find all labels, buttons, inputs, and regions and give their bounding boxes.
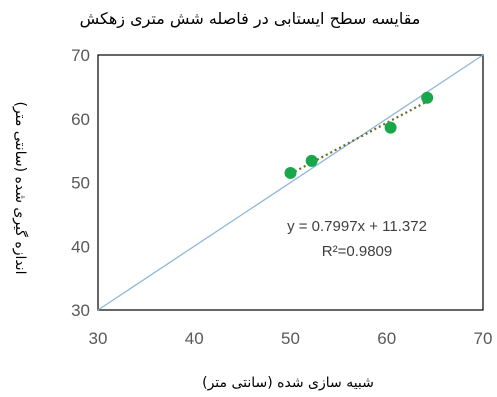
y-tick-label: 70 [71,46,90,65]
plot-frame [97,54,484,311]
x-tick-label: 30 [89,329,108,348]
y-axis-ticks: 30 40 50 60 70 [71,46,90,320]
r2-label: R²=0.9809 [322,243,392,260]
y-axis-label: اندازه گیری شده (سانتی متر) [12,101,29,274]
data-point [284,166,297,179]
x-tick-label: 70 [474,329,493,348]
data-point [421,91,434,104]
chart-title: مقایسه سطح ایستابی در فاصله شش متری زهکش [80,9,421,29]
equation-label: y = 0.7997x + 11.372 [287,218,427,235]
y-tick-label: 60 [71,110,90,129]
x-tick-label: 40 [185,329,204,348]
x-tick-label: 60 [377,329,396,348]
data-points [284,91,434,179]
reference-line-1to1 [97,54,484,311]
y-tick-label: 50 [71,174,90,193]
data-point [384,121,397,134]
x-axis-label: شبیه سازی شده (سانتی متر) [202,375,374,391]
x-axis-ticks: 30 40 50 60 70 [89,329,493,348]
data-point [305,154,318,167]
y-tick-label: 40 [71,237,90,256]
y-tick-label: 30 [71,301,90,320]
x-tick-label: 50 [281,329,300,348]
